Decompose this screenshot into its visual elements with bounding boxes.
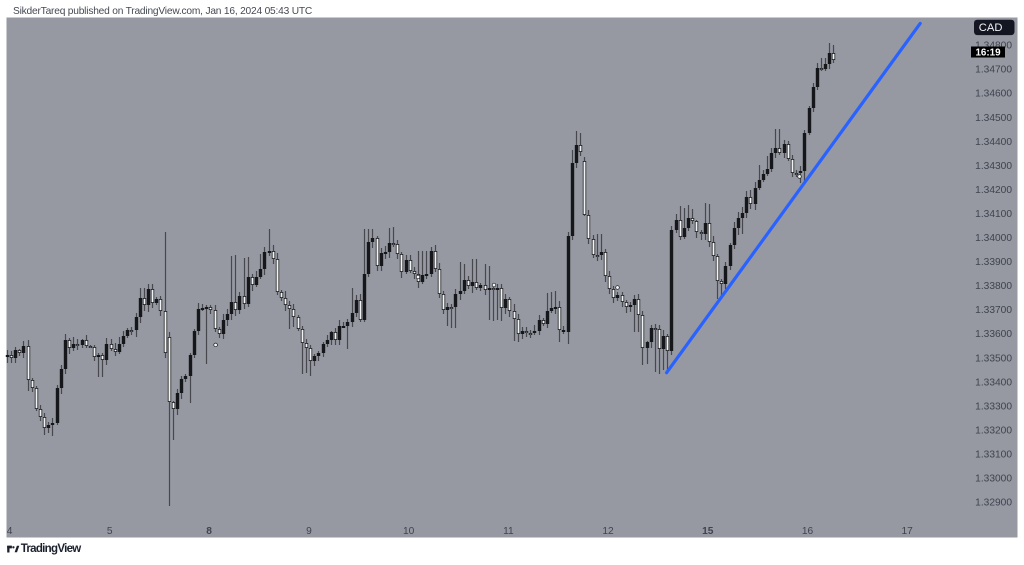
svg-text:1.33300: 1.33300 xyxy=(975,401,1012,412)
svg-text:1.34000: 1.34000 xyxy=(975,233,1012,244)
svg-text:1.33500: 1.33500 xyxy=(975,353,1012,364)
svg-text:1.34600: 1.34600 xyxy=(975,89,1012,100)
svg-text:1.34400: 1.34400 xyxy=(975,137,1012,148)
svg-text:1.34100: 1.34100 xyxy=(975,209,1012,220)
svg-text:11: 11 xyxy=(503,526,514,537)
svg-text:1.34500: 1.34500 xyxy=(975,113,1012,124)
svg-text:1.33100: 1.33100 xyxy=(975,450,1012,461)
svg-text:1.33400: 1.33400 xyxy=(975,377,1012,388)
svg-text:1.33200: 1.33200 xyxy=(975,425,1012,436)
svg-text:9: 9 xyxy=(306,526,312,537)
svg-text:5: 5 xyxy=(107,526,113,537)
svg-text:SikderTareq published on Tradi: SikderTareq published on TradingView.com… xyxy=(13,6,312,17)
svg-text:1.33700: 1.33700 xyxy=(975,305,1012,316)
svg-text:1.33900: 1.33900 xyxy=(975,257,1012,268)
svg-text:8: 8 xyxy=(206,526,212,537)
svg-text:16:19: 16:19 xyxy=(975,48,1001,59)
svg-text:16: 16 xyxy=(802,526,814,537)
svg-text:4: 4 xyxy=(7,526,13,537)
svg-text:1.33600: 1.33600 xyxy=(975,329,1012,340)
svg-text:TradingView: TradingView xyxy=(21,543,82,555)
svg-text:12: 12 xyxy=(602,526,614,537)
svg-text:1.34200: 1.34200 xyxy=(975,185,1012,196)
svg-text:1.34700: 1.34700 xyxy=(975,65,1012,76)
svg-text:1.33800: 1.33800 xyxy=(975,281,1012,292)
svg-text:1.33000: 1.33000 xyxy=(975,474,1012,485)
svg-text:10: 10 xyxy=(403,526,415,537)
svg-text:17: 17 xyxy=(902,526,914,537)
svg-text:CAD: CAD xyxy=(979,22,1003,34)
svg-text:1.32900: 1.32900 xyxy=(975,498,1012,509)
svg-text:1.34300: 1.34300 xyxy=(975,161,1012,172)
svg-text:15: 15 xyxy=(702,526,714,537)
